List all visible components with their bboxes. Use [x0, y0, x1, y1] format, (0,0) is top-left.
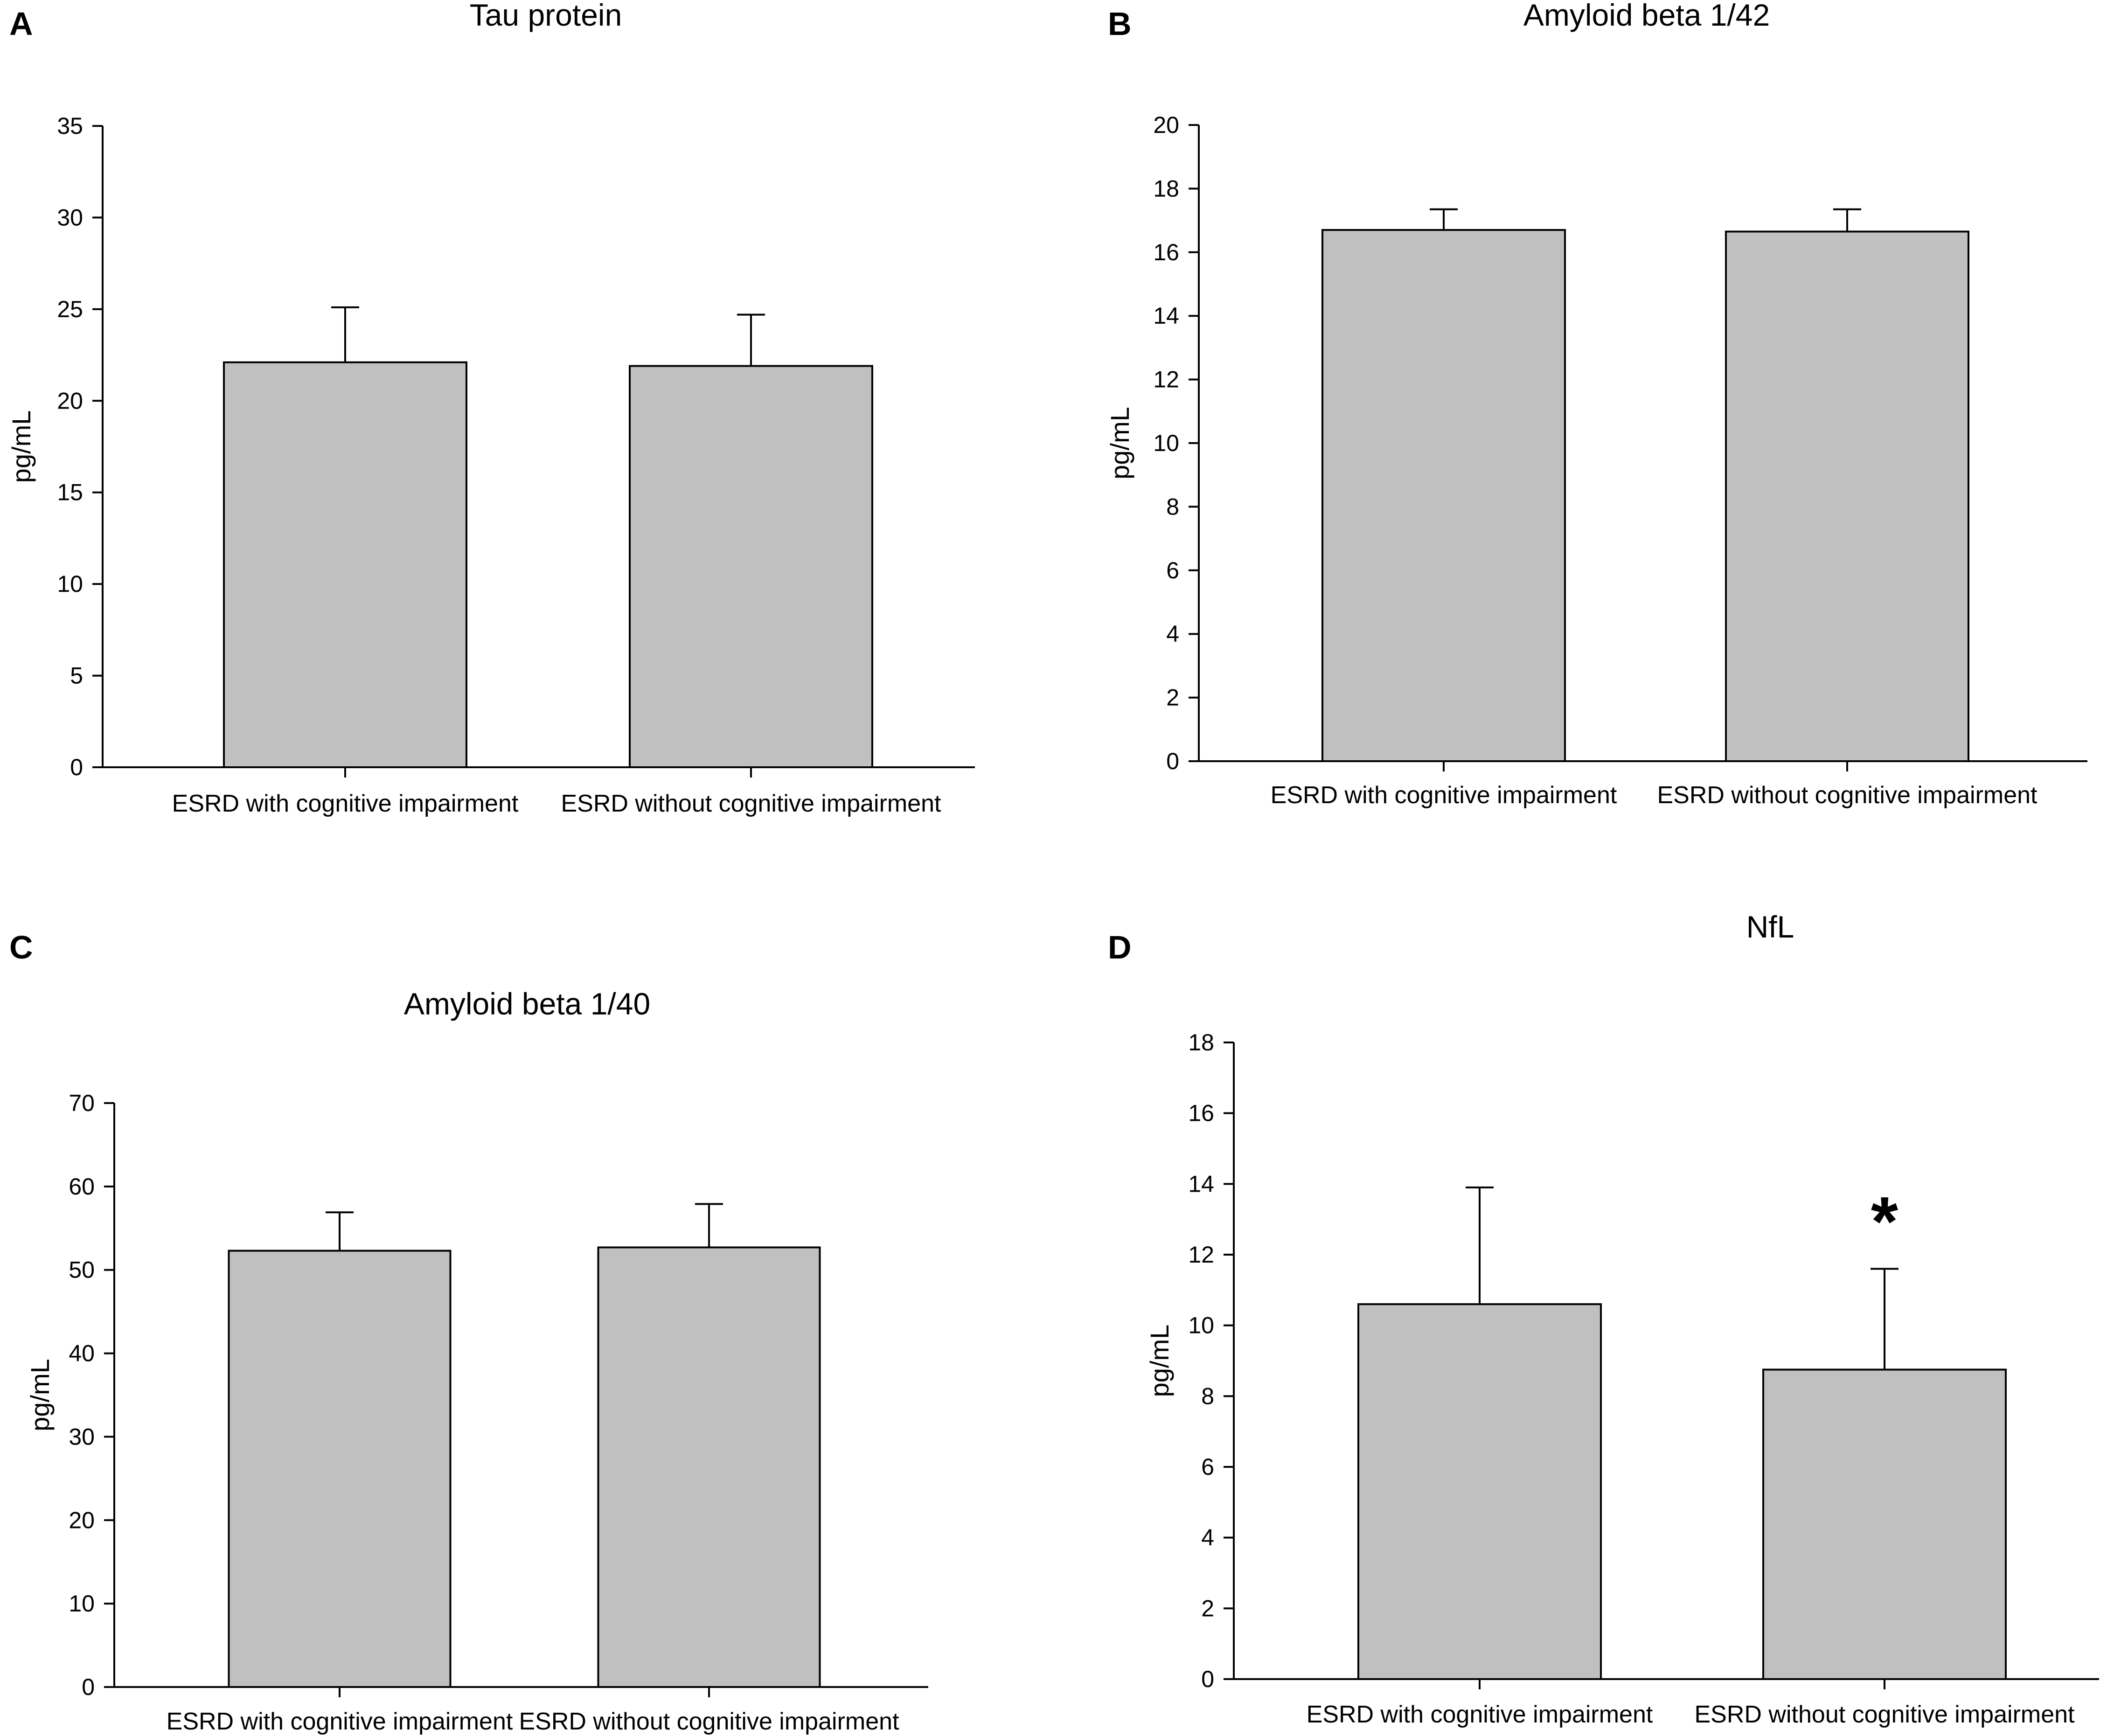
bar [223, 361, 467, 768]
x-category-label: ESRD without cognitive impairment [1695, 1701, 2075, 1728]
x-category-label: ESRD without cognitive impairment [1657, 782, 2038, 809]
y-tick-label: 20 [57, 388, 83, 414]
y-tick-label: 2 [1201, 1595, 1214, 1621]
significance-marker: * [1871, 1182, 1899, 1260]
y-tick-label: 8 [1166, 493, 1179, 520]
y-tick-label: 16 [1153, 239, 1179, 265]
x-category-label: ESRD with cognitive impairment [1307, 1701, 1653, 1728]
y-tick-label: 10 [57, 571, 83, 597]
y-tick-label: 50 [69, 1257, 95, 1283]
y-tick-label: 4 [1201, 1525, 1214, 1551]
chart-panel-b: B Amyloid beta 1/42 pg/mL 0 2 4 6 8 10 12 14 16 18 20… [1105, 0, 2087, 809]
y-tick-label: 18 [1188, 1029, 1214, 1055]
y-tick-label: 30 [57, 204, 83, 230]
y-tick-label: 40 [69, 1340, 95, 1367]
y-tick-label: 0 [1166, 748, 1179, 774]
y-tick-label: 5 [70, 663, 83, 689]
x-category-label: ESRD without cognitive impairment [561, 790, 942, 817]
y-tick-label: 20 [69, 1507, 95, 1533]
y-tick-label: 0 [70, 754, 83, 780]
chart-panel-d: D NfL pg/mL 0 2 4 6 8 10 12 14 16 18 ESRD with cognit… [1108, 910, 2099, 1728]
y-tick-label: 12 [1153, 367, 1179, 393]
y-axis-title: pg/mL [7, 410, 36, 483]
y-tick-label: 6 [1201, 1454, 1214, 1480]
y-tick-label: 8 [1201, 1383, 1214, 1409]
bar [228, 1250, 452, 1688]
chart-title: Amyloid beta 1/40 [404, 986, 650, 1021]
y-tick-label: 70 [69, 1090, 95, 1116]
y-tick-label: 12 [1188, 1242, 1214, 1268]
bar [1321, 229, 1566, 762]
y-tick-label: 60 [69, 1174, 95, 1200]
panel-letter: B [1108, 6, 1132, 42]
y-axis-title: pg/mL [1105, 407, 1134, 479]
chart-title: Amyloid beta 1/42 [1523, 0, 1770, 32]
x-category-label: ESRD with cognitive impairment [167, 1708, 513, 1735]
y-tick-label: 14 [1188, 1171, 1214, 1197]
chart-title: NfL [1746, 910, 1794, 944]
y-tick-label: 18 [1153, 175, 1179, 201]
y-tick-label: 10 [69, 1590, 95, 1617]
bar [1762, 1368, 2007, 1680]
bar [1725, 230, 1969, 763]
y-tick-label: 35 [57, 113, 83, 139]
panel-letter: A [9, 6, 33, 42]
panel-letter: D [1108, 929, 1132, 965]
x-category-label: ESRD without cognitive impairment [519, 1708, 900, 1735]
y-tick-label: 16 [1188, 1100, 1214, 1126]
y-tick-label: 14 [1153, 303, 1179, 329]
bar [597, 1246, 821, 1688]
y-tick-label: 30 [69, 1424, 95, 1450]
y-tick-label: 0 [1201, 1666, 1214, 1692]
y-axis-title: pg/mL [25, 1359, 55, 1431]
y-tick-label: 10 [1188, 1312, 1214, 1339]
y-tick-label: 10 [1153, 430, 1179, 456]
x-category-label: ESRD with cognitive impairment [1271, 782, 1617, 809]
x-category-label: ESRD with cognitive impairment [172, 790, 519, 817]
y-tick-label: 2 [1166, 685, 1179, 711]
y-tick-label: 6 [1166, 557, 1179, 583]
bar [629, 365, 873, 768]
y-tick-label: 15 [57, 479, 83, 506]
y-tick-label: 20 [1153, 112, 1179, 138]
chart-panel-c: C Amyloid beta 1/40 pg/mL 0 10 20 30 40 50 60 70 ES… [9, 929, 928, 1735]
y-tick-label: 25 [57, 296, 83, 322]
y-axis-title: pg/mL [1145, 1325, 1174, 1397]
y-tick-label: 4 [1166, 621, 1179, 647]
y-tick-label: 0 [82, 1674, 95, 1700]
panel-letter: C [9, 929, 33, 965]
chart-title: Tau protein [470, 0, 622, 32]
bar [1357, 1303, 1602, 1680]
chart-panel-a: A Tau protein pg/mL 0 5 10 15 20 25 30 35 ESRD with… [7, 0, 975, 817]
